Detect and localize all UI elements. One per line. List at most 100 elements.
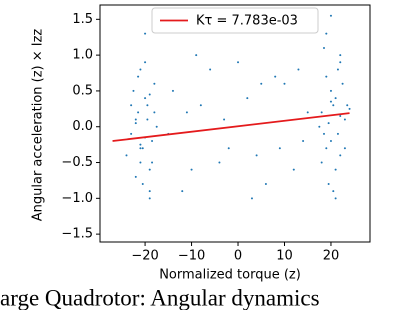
point [148, 197, 151, 200]
point [329, 140, 332, 143]
point [141, 147, 144, 150]
point [199, 104, 202, 107]
y-tick-label: 1.5 [72, 12, 93, 27]
x-tick-label: −10 [178, 249, 205, 264]
point [336, 132, 339, 135]
point [343, 118, 346, 121]
point [209, 68, 212, 71]
point [329, 89, 332, 92]
point [327, 122, 330, 125]
point [125, 154, 128, 157]
point [278, 147, 281, 150]
point [195, 54, 198, 57]
x-tick-label: 10 [276, 249, 293, 264]
point [137, 75, 140, 78]
point [185, 111, 188, 114]
point [306, 111, 309, 114]
plot-frame [99, 4, 371, 243]
point [332, 190, 335, 193]
point [339, 54, 342, 57]
point [339, 114, 342, 117]
point [132, 89, 135, 92]
point [144, 97, 147, 100]
point [348, 107, 351, 110]
point [130, 104, 133, 107]
y-tick-label: −0.5 [61, 155, 93, 170]
point [190, 168, 193, 171]
point [283, 82, 286, 85]
y-tick-label: 0.5 [72, 83, 93, 98]
point [139, 161, 142, 164]
point [325, 32, 328, 35]
point [334, 197, 337, 200]
point [137, 111, 140, 114]
point [329, 100, 332, 103]
point [144, 61, 147, 64]
point [139, 143, 142, 146]
point [148, 168, 151, 171]
point [171, 89, 174, 92]
point [155, 125, 158, 128]
point [181, 190, 184, 193]
point [332, 104, 335, 107]
point [255, 154, 258, 157]
point [318, 125, 321, 128]
point [336, 68, 339, 71]
legend-box [151, 7, 319, 34]
caption: arge Quadrotor: Angular dynamics [0, 285, 320, 310]
point [151, 161, 154, 164]
point [139, 68, 142, 71]
point [264, 183, 267, 186]
point [320, 161, 323, 164]
x-tick-label: 0 [234, 249, 242, 264]
point [223, 118, 226, 121]
point [151, 140, 154, 143]
point [237, 61, 240, 64]
point [322, 132, 325, 135]
y-tick-label: −1.5 [61, 227, 93, 242]
point [320, 111, 323, 114]
point [148, 93, 151, 96]
point [130, 132, 133, 135]
point [339, 154, 342, 157]
point [250, 197, 253, 200]
y-tick-label: −1.0 [61, 191, 93, 206]
x-tick-label: −20 [131, 249, 158, 264]
point [334, 97, 337, 100]
point [274, 75, 277, 78]
point [218, 161, 221, 164]
point [343, 147, 346, 150]
point [327, 183, 330, 186]
legend-label: Kτ = 7.783e-03 [196, 14, 298, 29]
point [302, 140, 305, 143]
point [329, 14, 332, 17]
point [141, 183, 144, 186]
point [227, 147, 230, 150]
point [325, 147, 328, 150]
point [292, 168, 295, 171]
point [325, 75, 328, 78]
point [346, 104, 349, 107]
point [339, 61, 342, 64]
y-tick-label: 0.0 [72, 119, 93, 134]
point [260, 82, 263, 85]
y-axis-label: Angular acceleration (z) × Izz [31, 29, 46, 222]
point [139, 147, 142, 150]
point [153, 111, 156, 114]
point [148, 190, 151, 193]
point [144, 32, 147, 35]
point [134, 175, 137, 178]
point [146, 118, 149, 121]
point [322, 46, 325, 49]
x-axis-label: Normalized torque (z) [159, 268, 301, 283]
point [146, 104, 149, 107]
point [297, 68, 300, 71]
y-tick-label: 1.0 [72, 48, 93, 63]
point [334, 168, 337, 171]
fit-line [112, 112, 350, 142]
point [134, 122, 137, 125]
x-tick-label: 20 [323, 249, 340, 264]
point [246, 97, 249, 100]
